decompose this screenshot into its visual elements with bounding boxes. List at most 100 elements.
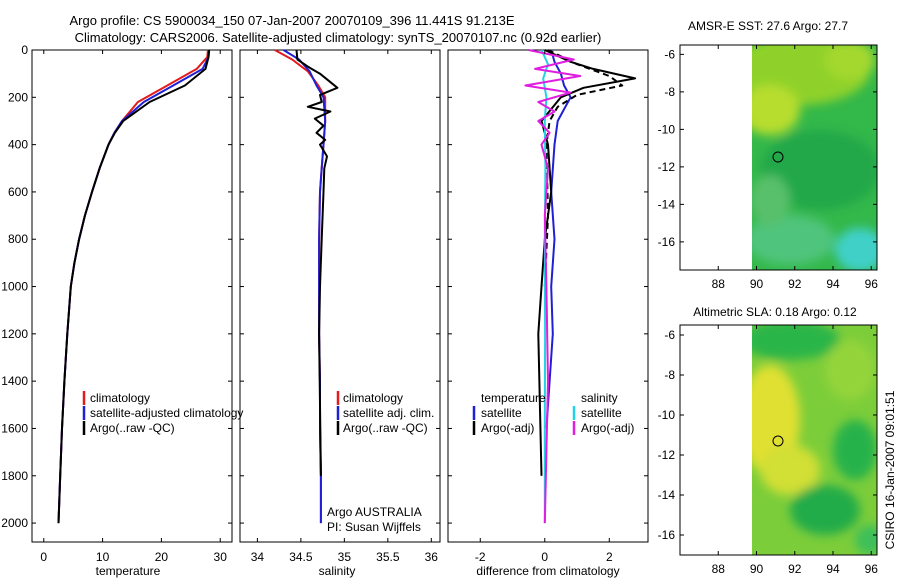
difference-x-label: difference from climatology	[476, 564, 619, 578]
y-tick-label: 2000	[1, 516, 28, 530]
sst-heatmap	[752, 45, 877, 270]
map-y-tick-label: -8	[664, 368, 675, 382]
map-y-tick-label: -10	[658, 122, 676, 136]
series-line-climatology	[57, 49, 209, 524]
sla-map-x-ticks: 88 90 92 94 96	[712, 325, 879, 576]
pi-annotation: PI: Susan Wijffels	[327, 520, 421, 534]
difference-series	[448, 49, 648, 524]
map-x-tick-label: 88	[712, 277, 726, 291]
y-tick-label: 1200	[1, 327, 28, 341]
side-timestamp-label: CSIRO 16-Jan-2007 09:01:51	[883, 390, 897, 549]
map-y-tick-label: -6	[664, 328, 675, 342]
legend-label-climatology: climatology	[343, 391, 403, 405]
map-x-tick-label: 90	[750, 277, 764, 291]
float-program-annotation: Argo AUSTRALIA	[327, 505, 422, 519]
map-y-tick-label: -6	[664, 47, 675, 61]
x-tick-label: 34.5	[289, 550, 313, 564]
y-tick-label: 0	[21, 43, 28, 57]
y-tick-label: 1000	[1, 280, 28, 294]
map-x-tick-label: 92	[788, 277, 802, 291]
map-x-tick-label: 94	[826, 562, 840, 576]
salinity-x-ticks: 34 34.5 35 35.5 36	[251, 50, 439, 564]
temperature-axes-frame	[31, 49, 233, 543]
y-tick-label: 800	[8, 232, 28, 246]
sla-map-panel: Altimetric SLA: 0.18 Argo: 0.12 88 90 92 94…	[658, 305, 879, 576]
series-line-salinity-argo-adj-	[524, 49, 582, 524]
sst-heatmap-field	[752, 45, 877, 270]
sst-map-title: AMSR-E SST: 27.6 Argo: 27.7	[688, 19, 848, 33]
sla-map-title: Altimetric SLA: 0.18 Argo: 0.12	[693, 305, 857, 319]
temperature-x-ticks: 0 10 20 30	[40, 50, 227, 564]
sst-map-y-ticks: -6 -8 -10 -12 -14 -16	[658, 47, 877, 249]
map-x-tick-label: 96	[865, 562, 879, 576]
legend-label-temp-argo: Argo(-adj)	[481, 421, 534, 435]
y-tick-label: 600	[8, 185, 28, 199]
map-y-tick-label: -8	[664, 85, 675, 99]
map-y-tick-label: -14	[658, 197, 676, 211]
y-tick-label: 1800	[1, 469, 28, 483]
map-x-tick-label: 92	[788, 562, 802, 576]
x-tick-label: 0	[541, 550, 548, 564]
x-tick-label: 30	[214, 550, 228, 564]
x-tick-label: -2	[475, 550, 486, 564]
salinity-axes-frame	[239, 49, 441, 543]
temperature-legend: climatology satellite-adjusted climatolo…	[82, 391, 243, 435]
series-line-temperature-argo-adj-	[537, 49, 637, 476]
y-tick-label: 1600	[1, 421, 28, 435]
legend-heading-salinity: salinity	[581, 391, 618, 405]
legend-label-sal-argo: Argo(-adj)	[581, 421, 634, 435]
legend-label-argo: Argo(..raw -QC)	[343, 421, 428, 435]
map-y-tick-label: -12	[658, 448, 676, 462]
legend-label-sal-satellite: satellite	[581, 406, 622, 420]
difference-legend: temperature satellite Argo(-adj) salinit…	[472, 391, 634, 435]
map-x-tick-label: 94	[826, 277, 840, 291]
sla-map-y-ticks: -6 -8 -10 -12 -14 -16	[658, 328, 877, 542]
legend-label-argo: Argo(..raw -QC)	[90, 421, 175, 435]
sst-map-frame	[679, 44, 878, 271]
y-tick-label: 400	[8, 138, 28, 152]
figure-title-line2: Climatology: CARS2006. Satellite-adjuste…	[75, 30, 602, 45]
x-tick-label: 2	[606, 550, 613, 564]
difference-axes-frame	[447, 49, 649, 543]
sst-map-x-ticks: 88 90 92 94 96	[712, 45, 879, 291]
map-x-tick-label: 90	[750, 562, 764, 576]
x-tick-label: 35	[338, 550, 352, 564]
x-tick-label: 0	[40, 550, 47, 564]
map-y-tick-label: -12	[658, 160, 676, 174]
difference-x-ticks: -2 0 2	[475, 50, 613, 564]
x-tick-label: 20	[155, 550, 169, 564]
series-line-satellite-adjusted-climatology	[57, 49, 211, 524]
series-line-temperature-satellite	[545, 49, 572, 429]
temperature-series	[32, 49, 232, 524]
sla-map-frame	[679, 324, 878, 556]
sst-map-panel: AMSR-E SST: 27.6 Argo: 27.7 88 90 92 94 96 -…	[658, 19, 879, 291]
figure-title-line1: Argo profile: CS 5900034_150 07-Jan-2007…	[69, 13, 514, 28]
series-line-argo-raw-qc-	[57, 49, 211, 524]
legend-label-satellite-adj: satellite adj. clim.	[343, 406, 434, 420]
legend-label-temp-satellite: satellite	[481, 406, 522, 420]
x-tick-label: 35.5	[376, 550, 400, 564]
y-tick-label: 1400	[1, 374, 28, 388]
salinity-series	[240, 49, 440, 524]
x-tick-label: 36	[425, 550, 439, 564]
salinity-panel: 34 34.5 35 35.5 36 salinity climatology sate…	[239, 49, 441, 578]
x-tick-label: 10	[96, 550, 110, 564]
x-tick-label: 34	[251, 550, 265, 564]
sla-heatmap	[752, 325, 877, 555]
legend-label-satellite-adjusted: satellite-adjusted climatology	[90, 406, 243, 420]
sla-heatmap-field	[752, 325, 877, 555]
legend-heading-temperature: temperature	[481, 391, 546, 405]
difference-panel: -2 0 2 difference from climatology tempera…	[447, 49, 649, 578]
salinity-legend: climatology satellite adj. clim. Argo(..…	[336, 391, 434, 435]
series-line-temperature-argo-adj-alt	[543, 49, 624, 287]
map-y-tick-label: -10	[658, 408, 676, 422]
series-line-argo-raw-qc-	[295, 49, 339, 476]
salinity-x-label: salinity	[319, 564, 356, 578]
map-y-tick-label: -16	[658, 528, 676, 542]
sst-float-marker	[772, 151, 784, 163]
map-y-tick-label: -16	[658, 235, 676, 249]
map-x-tick-label: 88	[712, 562, 726, 576]
map-x-tick-label: 96	[865, 277, 879, 291]
temperature-panel: 0 10 20 30 0 200 400 600 800 1000 1200 1400 1600 180…	[1, 43, 243, 578]
